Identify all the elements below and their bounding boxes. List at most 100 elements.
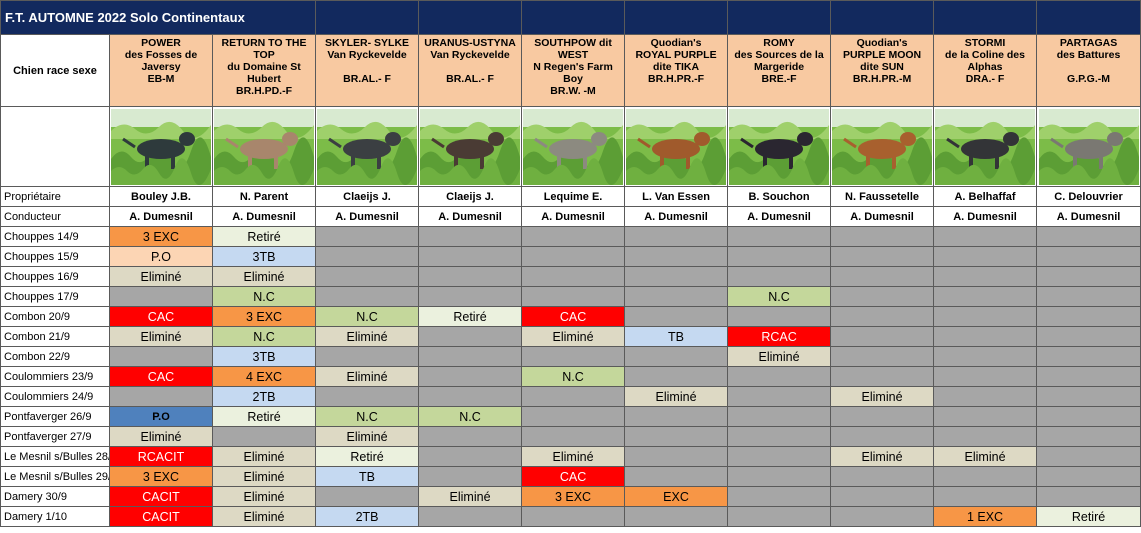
trial-label[interactable]: Coulommiers 24/9 (0, 386, 110, 407)
empty-result-cell[interactable] (1036, 386, 1141, 407)
empty-result-cell[interactable] (315, 486, 420, 507)
empty-result-cell[interactable] (624, 286, 729, 307)
empty-result-cell[interactable] (109, 386, 213, 407)
result-cell[interactable]: Retiré (315, 446, 420, 467)
title-banner-cell[interactable] (933, 0, 1038, 35)
empty-result-cell[interactable] (1036, 266, 1141, 287)
empty-result-cell[interactable] (1036, 446, 1141, 467)
result-cell[interactable]: Eliminé (521, 446, 626, 467)
dog-photo-cell[interactable] (624, 106, 729, 187)
empty-result-cell[interactable] (727, 246, 832, 267)
empty-result-cell[interactable] (418, 346, 523, 367)
result-cell[interactable]: P.O (109, 406, 213, 427)
empty-result-cell[interactable] (727, 266, 832, 287)
empty-result-cell[interactable] (933, 266, 1038, 287)
handler-cell[interactable]: A. Dumesnil (830, 206, 935, 227)
empty-result-cell[interactable] (624, 346, 729, 367)
empty-result-cell[interactable] (624, 226, 729, 247)
empty-result-cell[interactable] (109, 286, 213, 307)
result-cell[interactable]: CAC (109, 366, 213, 387)
result-cell[interactable]: Eliminé (521, 326, 626, 347)
dog-photo-cell[interactable] (211, 106, 317, 187)
dog-header-cell[interactable]: RETURN TO THE TOP du Domaine St Hubert BR.H.… (211, 34, 317, 107)
empty-result-cell[interactable] (624, 506, 729, 527)
title-banner-cell[interactable] (727, 0, 832, 35)
empty-result-cell[interactable] (418, 286, 523, 307)
result-cell[interactable]: EXC (624, 486, 729, 507)
empty-result-cell[interactable] (624, 366, 729, 387)
dog-header-cell[interactable]: PARTAGAS des Battures G.P.G.-M (1036, 34, 1141, 107)
empty-result-cell[interactable] (727, 366, 832, 387)
empty-result-cell[interactable] (933, 426, 1038, 447)
empty-result-cell[interactable] (521, 426, 626, 447)
result-cell[interactable]: Eliminé (418, 486, 523, 507)
handler-cell[interactable]: A. Dumesnil (624, 206, 729, 227)
empty-result-cell[interactable] (933, 466, 1038, 487)
empty-result-cell[interactable] (727, 386, 832, 407)
result-cell[interactable]: 2TB (315, 506, 420, 527)
dog-photo-cell[interactable] (521, 106, 626, 187)
dog-header-cell[interactable]: SKYLER- SYLKE Van Ryckevelde BR.AL.- F (315, 34, 420, 107)
empty-result-cell[interactable] (830, 346, 935, 367)
empty-result-cell[interactable] (1036, 346, 1141, 367)
empty-result-cell[interactable] (830, 406, 935, 427)
empty-result-cell[interactable] (727, 426, 832, 447)
result-cell[interactable]: Eliminé (109, 266, 213, 287)
empty-result-cell[interactable] (727, 506, 832, 527)
empty-result-cell[interactable] (830, 246, 935, 267)
empty-result-cell[interactable] (1036, 226, 1141, 247)
result-cell[interactable]: 1 EXC (933, 506, 1038, 527)
empty-result-cell[interactable] (315, 346, 420, 367)
empty-result-cell[interactable] (418, 506, 523, 527)
result-cell[interactable]: Eliminé (211, 446, 317, 467)
trial-label[interactable]: Damery 1/10 (0, 506, 110, 527)
empty-result-cell[interactable] (830, 466, 935, 487)
trial-label[interactable]: Pontfaverger 26/9 (0, 406, 110, 427)
empty-result-cell[interactable] (1036, 406, 1141, 427)
result-cell[interactable]: 3 EXC (521, 486, 626, 507)
empty-result-cell[interactable] (1036, 426, 1141, 447)
result-cell[interactable]: N.C (418, 406, 523, 427)
empty-result-cell[interactable] (418, 366, 523, 387)
result-cell[interactable]: Retiré (211, 226, 317, 247)
empty-result-cell[interactable] (624, 406, 729, 427)
result-cell[interactable]: Eliminé (109, 426, 213, 447)
dog-photo-cell[interactable] (418, 106, 523, 187)
empty-result-cell[interactable] (933, 306, 1038, 327)
handler-cell[interactable]: A. Dumesnil (109, 206, 213, 227)
empty-result-cell[interactable] (1036, 246, 1141, 267)
empty-result-cell[interactable] (315, 266, 420, 287)
result-cell[interactable]: N.C (211, 326, 317, 347)
dog-header-cell[interactable]: ROMY des Sources de la Margeride BRE.-F (727, 34, 832, 107)
empty-result-cell[interactable] (624, 306, 729, 327)
result-cell[interactable]: 2TB (211, 386, 317, 407)
owner-cell[interactable]: Claeijs J. (315, 186, 420, 207)
empty-result-cell[interactable] (830, 506, 935, 527)
result-cell[interactable]: CAC (521, 466, 626, 487)
result-cell[interactable]: 3 EXC (211, 306, 317, 327)
empty-result-cell[interactable] (315, 226, 420, 247)
empty-result-cell[interactable] (624, 266, 729, 287)
empty-result-cell[interactable] (727, 466, 832, 487)
empty-result-cell[interactable] (521, 226, 626, 247)
empty-result-cell[interactable] (933, 326, 1038, 347)
result-cell[interactable]: N.C (315, 406, 420, 427)
trial-label[interactable]: Le Mesnil s/Bulles 29/9 (0, 466, 110, 487)
dog-photo-cell[interactable] (933, 106, 1038, 187)
empty-result-cell[interactable] (521, 266, 626, 287)
result-cell[interactable]: 4 EXC (211, 366, 317, 387)
handler-label[interactable]: Conducteur (0, 206, 110, 227)
result-cell[interactable]: CAC (109, 306, 213, 327)
empty-result-cell[interactable] (933, 486, 1038, 507)
empty-result-cell[interactable] (624, 446, 729, 467)
result-cell[interactable]: N.C (211, 286, 317, 307)
handler-cell[interactable]: A. Dumesnil (315, 206, 420, 227)
result-cell[interactable]: Eliminé (830, 446, 935, 467)
trial-label[interactable]: Coulommiers 23/9 (0, 366, 110, 387)
empty-result-cell[interactable] (1036, 486, 1141, 507)
result-cell[interactable]: Eliminé (109, 326, 213, 347)
owner-cell[interactable]: B. Souchon (727, 186, 832, 207)
empty-result-cell[interactable] (1036, 466, 1141, 487)
empty-result-cell[interactable] (830, 226, 935, 247)
trial-label[interactable]: Combon 22/9 (0, 346, 110, 367)
